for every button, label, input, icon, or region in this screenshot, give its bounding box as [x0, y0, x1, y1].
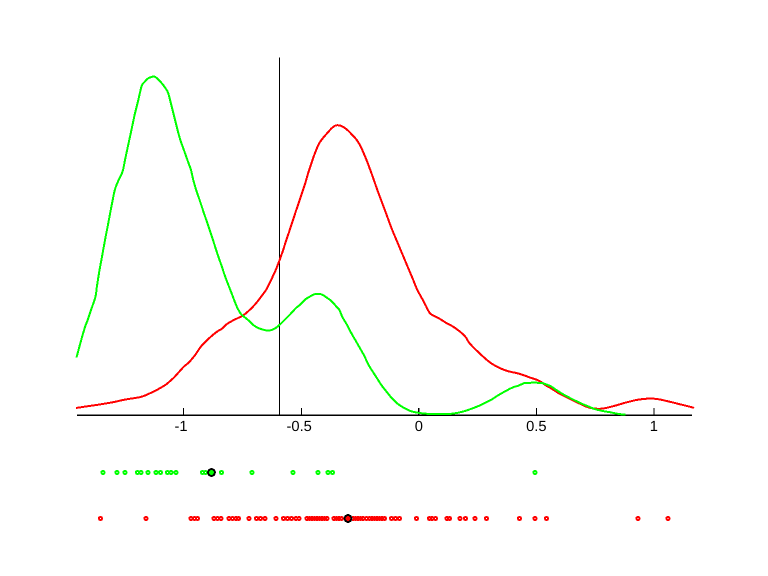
svg-text:-1: -1 — [174, 419, 187, 435]
svg-text:1: 1 — [650, 419, 658, 435]
svg-text:0: 0 — [415, 419, 423, 435]
svg-text:0.5: 0.5 — [526, 419, 546, 435]
svg-text:-0.5: -0.5 — [287, 419, 312, 435]
